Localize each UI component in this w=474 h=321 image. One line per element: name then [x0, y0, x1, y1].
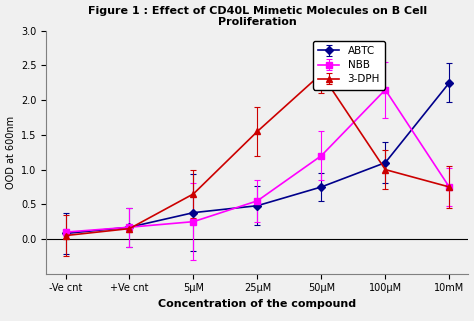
Title: Figure 1 : Effect of CD40L Mimetic Molecules on B Cell
Proliferation: Figure 1 : Effect of CD40L Mimetic Molec…: [88, 5, 427, 27]
X-axis label: Concentration of the compound: Concentration of the compound: [158, 299, 356, 309]
Legend: ABTC, NBB, 3-DPH: ABTC, NBB, 3-DPH: [313, 41, 385, 90]
Y-axis label: OOD at 600nm: OOD at 600nm: [6, 116, 16, 189]
